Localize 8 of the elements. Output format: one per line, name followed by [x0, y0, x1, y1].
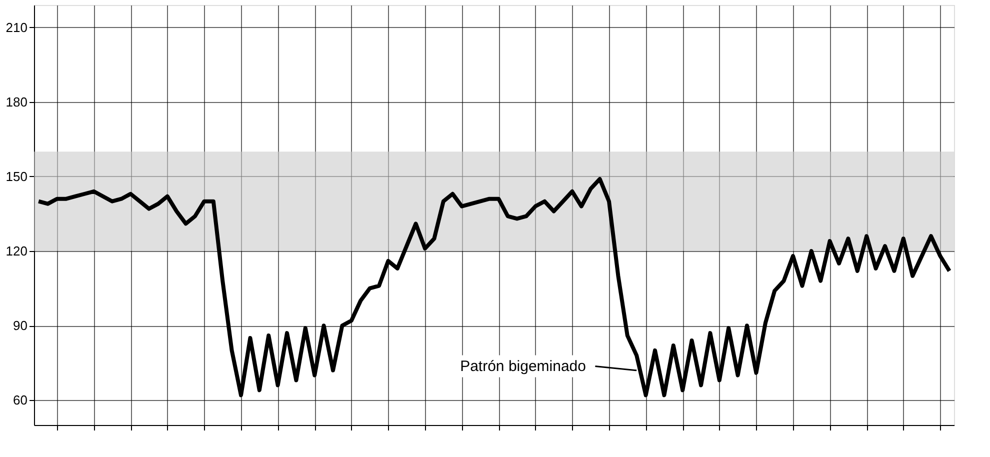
y-tick-label: 60: [13, 392, 28, 408]
line-series: [36, 176, 952, 398]
y-tick-label: 210: [6, 20, 28, 35]
y-tick-label: 180: [6, 94, 28, 110]
y-tick-label: 120: [6, 244, 28, 259]
annotation: Patrón bigeminado: [460, 358, 586, 376]
y-tick-label: 90: [13, 318, 28, 334]
y-tick-label: 150: [6, 168, 28, 184]
